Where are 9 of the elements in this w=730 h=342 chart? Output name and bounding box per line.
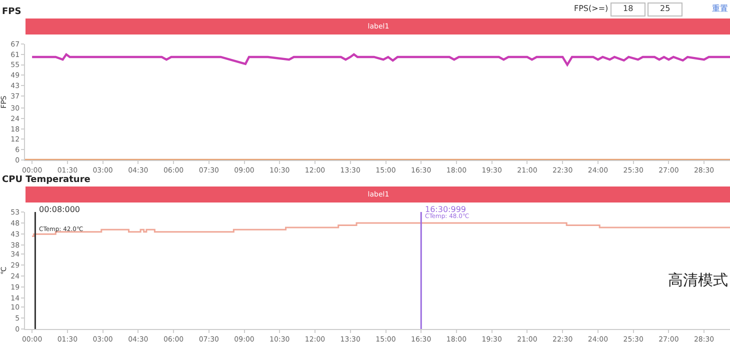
text: FPS(>=)	[574, 4, 608, 13]
text: 重置	[712, 4, 728, 13]
ref-line-label: 16:30:999	[425, 205, 466, 214]
text: 25	[660, 4, 670, 13]
chart-title: CPU Temperature	[2, 175, 90, 185]
chart-title: FPS	[2, 7, 22, 17]
ref-line-label: 00:08:000	[39, 205, 80, 214]
text: 18	[623, 4, 634, 13]
annotation: 高清模式	[668, 271, 728, 289]
